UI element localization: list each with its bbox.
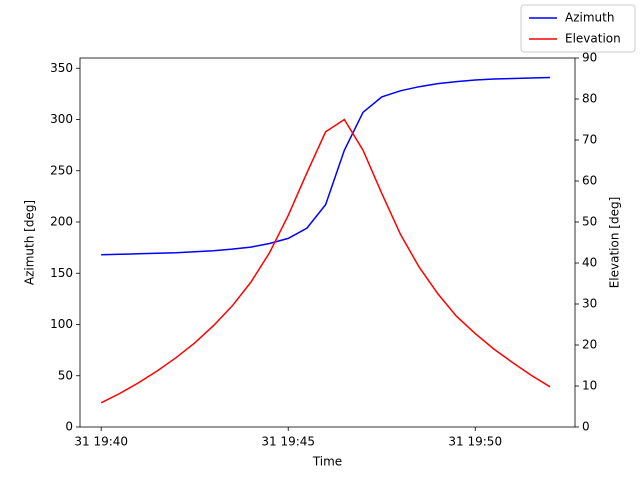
series-line [101,76,551,256]
x-tick-label: 31 19:50 [448,435,502,449]
y2-tick-label: 70 [582,133,597,147]
y2-tick-label: 80 [582,92,597,106]
legend-label: Elevation [565,32,621,46]
y-tick-label: 0 [65,420,73,434]
x-tick-label: 31 19:45 [261,435,315,449]
x-tick-label: 31 19:40 [74,435,128,449]
y-tick-label: 150 [50,266,73,280]
y2-tick-label: 60 [582,174,597,188]
y-tick-label: 350 [50,61,73,75]
plot-frame [79,57,576,428]
y2-tick-label: 0 [582,420,590,434]
y2-tick-label: 20 [582,338,597,352]
y-tick-label: 50 [58,368,73,382]
x-axis-label: Time [312,455,342,469]
legend-label: Azimuth [565,11,614,25]
y2-tick-label: 40 [582,256,597,270]
series-line [100,118,551,404]
y-axis-label: Azimuth [deg] [23,200,37,285]
y-tick-label: 100 [50,317,73,331]
y-tick-label: 300 [50,112,73,126]
legend-box [520,4,636,53]
y2-tick-label: 30 [582,297,597,311]
y2-tick-label: 50 [582,215,597,229]
y2-tick-label: 10 [582,379,597,393]
y-tick-label: 250 [50,163,73,177]
y2-tick-label: 90 [582,51,597,65]
y-tick-label: 200 [50,215,73,229]
y2-axis-label: Elevation [deg] [608,197,622,289]
